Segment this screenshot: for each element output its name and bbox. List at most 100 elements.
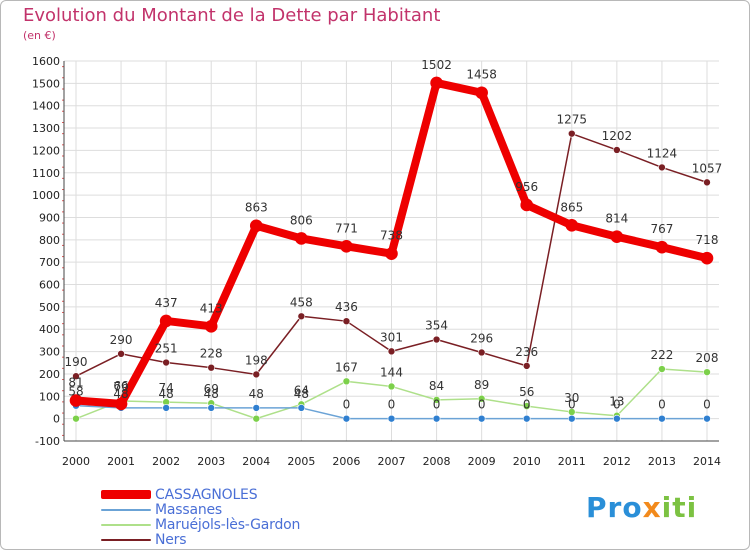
data-point-cassagnoles: [295, 232, 308, 245]
data-label-ners: 290: [110, 333, 133, 347]
x-tick-label: 2008: [423, 455, 451, 468]
data-label-ners: 458: [290, 295, 313, 309]
data-point-maru-jols-l-s-gardon: [387, 382, 396, 391]
x-tick-label: 2009: [468, 455, 496, 468]
data-point-massanes: [162, 404, 170, 412]
data-label-massanes: 0: [523, 398, 531, 412]
data-label-maru-jols-l-s-gardon: 13: [609, 395, 624, 409]
data-point-ners: [522, 362, 531, 370]
data-label-maru-jols-l-s-gardon: 144: [380, 365, 403, 379]
data-label-cassagnoles: 66: [113, 379, 128, 393]
data-label-maru-jols-l-s-gardon: 208: [696, 351, 719, 365]
logo-part: iti: [661, 491, 698, 524]
data-point-massanes: [252, 404, 261, 412]
y-tick-label: 0: [53, 413, 60, 426]
y-tick-label: 800: [39, 234, 60, 247]
x-tick-label: 2004: [242, 455, 270, 468]
data-label-maru-jols-l-s-gardon: 84: [429, 379, 444, 393]
data-label-cassagnoles: 771: [335, 221, 358, 235]
data-point-massanes: [387, 414, 396, 423]
y-tick-label: 500: [39, 301, 60, 314]
data-point-ners: [387, 347, 396, 356]
data-point-cassagnoles: [475, 86, 488, 100]
data-label-massanes: 0: [613, 398, 621, 412]
data-point-ners: [252, 370, 261, 379]
y-tick-label: 1500: [32, 77, 60, 90]
data-label-massanes: 0: [343, 398, 351, 412]
data-point-massanes: [432, 414, 441, 423]
y-tick-label: 300: [39, 346, 60, 359]
data-label-maru-jols-l-s-gardon: 74: [159, 381, 174, 395]
x-tick-label: 2002: [152, 455, 180, 468]
data-point-maru-jols-l-s-gardon: [658, 365, 666, 373]
data-point-ners: [613, 146, 621, 154]
data-label-ners: 1124: [647, 146, 678, 160]
data-label-massanes: 0: [658, 398, 666, 412]
data-point-ners: [432, 335, 441, 344]
legend-label: Massanes: [155, 501, 223, 518]
y-tick-label: 700: [39, 256, 60, 269]
data-point-massanes: [703, 414, 711, 423]
data-point-ners: [477, 348, 486, 357]
axis-layer: -100010020030040050060070080090010001100…: [32, 55, 721, 468]
y-tick-label: 600: [39, 279, 60, 292]
x-tick-label: 2010: [513, 455, 541, 468]
data-point-maru-jols-l-s-gardon: [432, 396, 441, 404]
y-tick-label: 1600: [32, 55, 60, 68]
data-label-ners: 296: [470, 331, 493, 345]
legend-swatch: [101, 508, 151, 511]
y-tick-label: -100: [35, 435, 60, 448]
data-label-maru-jols-l-s-gardon: 56: [519, 385, 534, 399]
data-point-ners: [162, 358, 170, 367]
data-point-cassagnoles: [655, 240, 669, 254]
data-label-massanes: 48: [113, 387, 128, 401]
data-label-cassagnoles: 767: [650, 222, 673, 236]
y-tick-label: 100: [39, 390, 60, 403]
data-label-maru-jols-l-s-gardon: 89: [474, 378, 489, 392]
data-label-cassagnoles: 437: [155, 296, 178, 310]
legend: CASSAGNOLES Massanes Maruéjols-lès-Gardo…: [101, 486, 300, 548]
data-label-massanes: 0: [433, 398, 441, 412]
data-label-cassagnoles: 1502: [421, 58, 452, 72]
data-label-cassagnoles: 956: [515, 180, 538, 194]
data-label-ners: 1275: [557, 113, 588, 127]
data-point-maru-jols-l-s-gardon: [342, 377, 351, 386]
data-point-maru-jols-l-s-gardon: [72, 414, 80, 423]
legend-item-massanes: Massanes: [101, 501, 300, 518]
data-label-maru-jols-l-s-gardon: 79: [113, 380, 128, 394]
y-tick-label: 1300: [32, 122, 60, 135]
data-point-cassagnoles: [430, 76, 443, 90]
legend-label: CASSAGNOLES: [155, 486, 258, 503]
x-tick-label: 2012: [603, 455, 631, 468]
x-tick-label: 2011: [558, 455, 586, 468]
data-label-ners: 1202: [602, 129, 633, 143]
data-label-cassagnoles: 1458: [466, 68, 497, 82]
data-label-ners: 236: [515, 345, 538, 359]
data-label-ners: 436: [335, 300, 358, 314]
data-point-ners: [567, 129, 576, 138]
data-point-maru-jols-l-s-gardon: [522, 402, 531, 410]
data-point-massanes: [207, 404, 216, 412]
data-point-ners: [297, 312, 306, 321]
legend-swatch: [101, 523, 151, 526]
x-tick-label: 2000: [62, 455, 90, 468]
data-label-massanes: 58: [68, 385, 83, 399]
legend-item-maruejols: Maruéjols-lès-Gardon: [101, 517, 300, 533]
data-point-cassagnoles: [385, 247, 398, 260]
y-tick-label: 1100: [32, 167, 60, 180]
data-point-massanes: [522, 414, 531, 423]
data-point-massanes: [477, 414, 486, 423]
x-tick-label: 2001: [107, 455, 135, 468]
data-point-massanes: [567, 414, 576, 423]
series-layer: [69, 76, 714, 423]
data-point-ners: [703, 178, 711, 187]
data-point-cassagnoles: [520, 198, 534, 212]
data-point-massanes: [613, 414, 621, 423]
data-point-ners: [207, 363, 216, 372]
y-tick-label: 400: [39, 323, 60, 336]
data-label-cassagnoles: 81: [68, 376, 83, 390]
data-label-cassagnoles: 863: [245, 201, 268, 215]
data-label-massanes: 48: [249, 387, 264, 401]
